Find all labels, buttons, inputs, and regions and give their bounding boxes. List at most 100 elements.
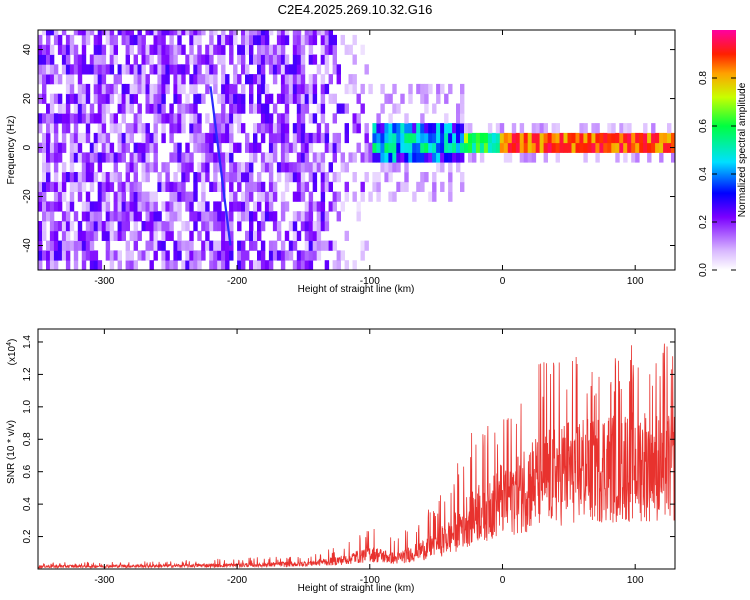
spectrogram-cell <box>491 142 497 153</box>
spectrogram-cell <box>253 132 258 144</box>
spectrogram-cell <box>65 54 71 65</box>
spectrogram-xtick-label: -200 <box>227 276 247 287</box>
spectrogram-cell <box>57 201 63 212</box>
spectrogram-cell <box>61 162 67 173</box>
spectrogram-cell <box>117 172 122 183</box>
spectrogram-cell <box>225 260 230 270</box>
spectrogram-cell <box>388 142 393 153</box>
spectrogram-cell <box>149 30 154 36</box>
spectrogram-cell <box>300 93 306 104</box>
spectrogram-cell <box>125 54 130 65</box>
spectrogram-cell <box>280 132 286 144</box>
spectrogram-cell <box>324 142 330 153</box>
spectrogram-cell <box>296 162 302 173</box>
spectrogram-cell <box>651 142 656 153</box>
spectrogram-cell <box>153 132 158 144</box>
spectrogram-cell <box>42 181 47 192</box>
spectrogram-cell <box>535 132 541 144</box>
spectrogram-cell <box>300 44 306 55</box>
spectrogram-cell <box>245 142 250 153</box>
spectrogram-cell <box>292 123 298 134</box>
spectrogram-cell <box>320 103 326 114</box>
spectrogram-cell <box>65 103 71 114</box>
spectrogram-cell <box>623 132 628 144</box>
spectrogram-cell <box>404 123 409 134</box>
spectrogram-cell <box>249 93 254 104</box>
spectrogram-cell <box>101 83 107 95</box>
spectrogram-cell <box>65 44 71 55</box>
spectrogram-cell <box>89 181 95 192</box>
spectrogram-cell <box>57 221 63 232</box>
spectrogram-cell <box>245 162 250 173</box>
spectrogram-cell <box>396 142 401 153</box>
spectrogram-cell <box>65 83 71 95</box>
spectrogram-cell <box>312 83 318 95</box>
spectrogram-cell <box>260 54 266 65</box>
spectrogram-cell <box>519 132 525 144</box>
spectrogram-cell <box>659 152 664 163</box>
spectrogram-cell <box>324 34 330 46</box>
spectrogram-cell <box>515 142 521 153</box>
spectrogram-cell <box>173 83 178 95</box>
spectrogram-cell <box>288 240 294 251</box>
spectrogram-cell <box>149 103 154 114</box>
spectrogram-cell <box>209 221 214 232</box>
snr-ytick-label: 1.4 <box>22 335 33 349</box>
spectrogram-cell <box>213 83 218 95</box>
spectrogram-cell <box>241 83 246 95</box>
spectrogram-cell <box>268 162 274 173</box>
spectrogram-cell <box>93 83 99 95</box>
spectrogram-cell <box>113 162 118 173</box>
spectrogram-cell <box>57 113 63 124</box>
spectrogram-cell <box>456 123 461 134</box>
spectrogram-cell <box>53 123 59 134</box>
spectrogram-cell <box>249 181 254 192</box>
spectrogram-cell <box>272 132 278 144</box>
spectrogram-cell <box>93 250 99 261</box>
spectrogram-cell <box>332 142 337 153</box>
spectrogram-cell <box>153 221 158 232</box>
spectrogram-cell <box>332 132 337 144</box>
colorbar-tick-label: 0.0 <box>698 263 709 277</box>
spectrogram-cell <box>260 211 266 222</box>
spectrogram-cell <box>81 260 87 270</box>
spectrogram-cell <box>352 260 357 270</box>
spectrogram-cell <box>276 34 282 46</box>
spectrogram-cell <box>221 64 226 75</box>
spectrogram-cell <box>619 142 624 153</box>
spectrogram-cell <box>448 123 453 134</box>
spectrogram-cell <box>85 113 91 124</box>
spectrogram-cell <box>253 230 258 241</box>
spectrogram-cell <box>189 250 194 261</box>
spectrogram-cell <box>280 54 286 65</box>
spectrogram-cell <box>53 240 59 251</box>
spectrogram-cell <box>173 240 178 251</box>
spectrogram-cell <box>260 64 266 75</box>
spectrogram-cell <box>408 132 413 144</box>
spectrogram-cell <box>217 93 222 104</box>
spectrogram-cell <box>73 103 79 114</box>
spectrogram-cell <box>308 240 314 251</box>
spectrogram-cell <box>583 152 588 163</box>
snr-ytick-label: 0.8 <box>22 432 33 446</box>
spectrogram-cell <box>328 74 333 85</box>
spectrogram-cell <box>53 162 59 173</box>
spectrogram-cell <box>304 152 310 163</box>
spectrogram-cell <box>42 162 47 173</box>
spectrogram-cell <box>85 123 91 134</box>
spectrogram-cell <box>157 113 162 124</box>
spectrogram-cell <box>193 221 198 232</box>
spectrogram-cell <box>42 30 47 36</box>
spectrogram-cell <box>109 123 115 134</box>
spectrogram-cell <box>129 83 134 95</box>
spectrogram-cell <box>73 113 79 124</box>
spectrogram-cell <box>344 162 349 173</box>
spectrogram-cell <box>133 34 138 46</box>
spectrogram-cell <box>340 162 345 173</box>
spectrogram-cell <box>49 123 55 134</box>
spectrogram-cell <box>344 103 349 114</box>
spectrogram-cell <box>316 132 322 144</box>
spectrogram-cell <box>292 191 298 202</box>
spectrogram-cell <box>53 191 59 202</box>
spectrogram-cell <box>280 123 286 134</box>
